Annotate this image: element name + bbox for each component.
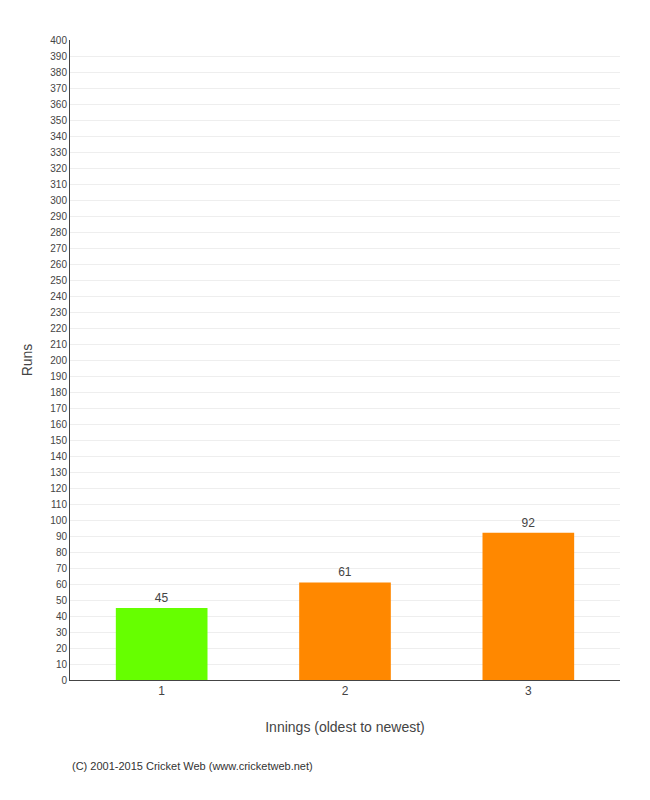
- svg-text:0: 0: [61, 675, 67, 686]
- svg-text:140: 140: [50, 451, 67, 462]
- svg-text:90: 90: [56, 531, 68, 542]
- svg-text:130: 130: [50, 467, 67, 478]
- svg-text:200: 200: [50, 355, 67, 366]
- svg-text:92: 92: [521, 516, 535, 530]
- svg-text:3: 3: [525, 684, 532, 698]
- svg-text:150: 150: [50, 435, 67, 446]
- svg-text:400: 400: [50, 35, 67, 46]
- svg-text:(C) 2001-2015 Cricket Web (www: (C) 2001-2015 Cricket Web (www.cricketwe…: [72, 760, 313, 772]
- svg-text:110: 110: [51, 499, 67, 510]
- svg-text:70: 70: [56, 563, 68, 574]
- svg-text:190: 190: [50, 371, 67, 382]
- svg-text:30: 30: [56, 627, 68, 638]
- svg-text:20: 20: [56, 643, 68, 654]
- svg-text:360: 360: [50, 99, 67, 110]
- svg-text:290: 290: [50, 211, 67, 222]
- svg-text:350: 350: [50, 115, 67, 126]
- svg-text:270: 270: [50, 243, 67, 254]
- svg-text:40: 40: [56, 611, 68, 622]
- svg-text:330: 330: [50, 147, 67, 158]
- svg-text:250: 250: [50, 275, 67, 286]
- svg-text:120: 120: [50, 483, 67, 494]
- svg-text:180: 180: [50, 387, 67, 398]
- svg-text:10: 10: [56, 659, 68, 670]
- svg-text:1: 1: [158, 684, 165, 698]
- svg-text:370: 370: [50, 83, 67, 94]
- svg-text:390: 390: [50, 51, 67, 62]
- svg-text:280: 280: [50, 227, 67, 238]
- svg-text:320: 320: [50, 163, 67, 174]
- svg-text:170: 170: [50, 403, 67, 414]
- svg-text:Innings (oldest to newest): Innings (oldest to newest): [265, 719, 425, 735]
- svg-text:100: 100: [50, 515, 67, 526]
- svg-text:2: 2: [342, 684, 349, 698]
- svg-text:380: 380: [50, 67, 67, 78]
- svg-text:45: 45: [155, 591, 169, 605]
- svg-text:60: 60: [56, 579, 68, 590]
- svg-text:220: 220: [50, 323, 67, 334]
- svg-text:210: 210: [50, 339, 67, 350]
- svg-text:Runs: Runs: [19, 344, 35, 377]
- svg-text:300: 300: [50, 195, 67, 206]
- svg-text:61: 61: [338, 565, 352, 579]
- svg-text:310: 310: [50, 179, 67, 190]
- svg-text:230: 230: [50, 307, 67, 318]
- svg-text:260: 260: [50, 259, 67, 270]
- svg-text:160: 160: [50, 419, 67, 430]
- svg-text:80: 80: [56, 547, 68, 558]
- svg-text:50: 50: [56, 595, 68, 606]
- svg-text:240: 240: [50, 291, 67, 302]
- svg-text:340: 340: [50, 131, 67, 142]
